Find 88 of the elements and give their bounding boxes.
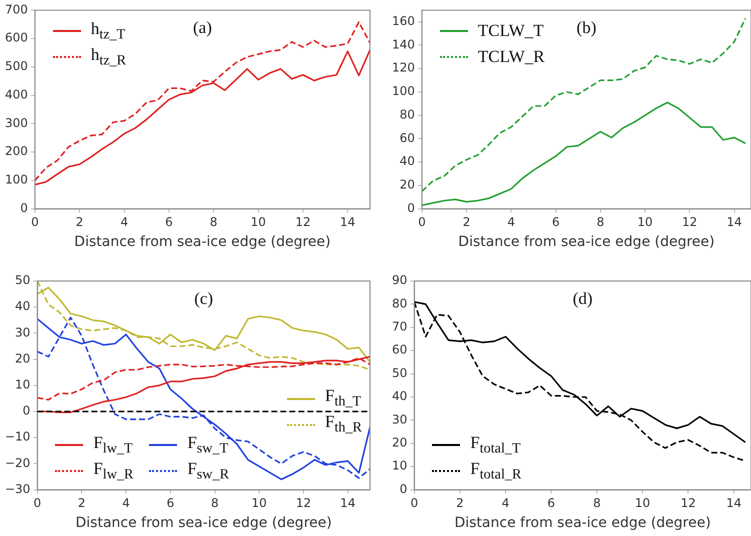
y-tick-label: 500 <box>5 59 28 74</box>
x-tick-label: 4 <box>502 496 510 510</box>
x-tick-label: 0 <box>34 496 42 510</box>
legend-label: F$_{sw_T}$ <box>187 432 228 457</box>
x-tick-label: 12 <box>680 496 696 510</box>
y-tick-label: 70 <box>392 320 408 334</box>
legend-label: TCLW_T <box>478 21 544 42</box>
y-tick-label: 50 <box>15 273 30 288</box>
x-tick-label: 4 <box>507 215 515 230</box>
y-tick-label: −30 <box>4 482 30 496</box>
y-tick-label: 20 <box>392 436 408 450</box>
y-tick-label: 30 <box>15 325 30 340</box>
y-tick-label: 0 <box>400 482 408 496</box>
y-tick-label: 90 <box>392 273 408 288</box>
y-tick-label: 120 <box>392 60 415 75</box>
y-tick-label: 0 <box>20 200 28 215</box>
y-tick-label: 40 <box>392 389 408 404</box>
y-tick-label: 100 <box>5 172 28 187</box>
legend-label: F$_{lw_R}$ <box>93 458 134 483</box>
y-tick-label: 60 <box>400 130 415 145</box>
text: (b) <box>576 18 596 38</box>
x-tick-label: 8 <box>210 496 219 510</box>
x-tick-label: 10 <box>251 496 267 510</box>
text: (a) <box>193 18 212 38</box>
legend-label: F$_{total_R}$ <box>470 458 522 483</box>
y-tick-label: 600 <box>5 30 28 45</box>
legend-label: h$_{tz_T}$ <box>90 18 126 44</box>
text: (c) <box>194 288 214 308</box>
x-tick-label: 10 <box>634 496 650 510</box>
x-tick-label: 14 <box>340 215 356 230</box>
y-tick-label: 160 <box>392 14 415 28</box>
x-axis-title: Distance from sea-ice edge (degree) <box>76 515 332 532</box>
y-tick-label: −10 <box>4 430 30 444</box>
y-tick-label: 140 <box>392 37 415 52</box>
y-tick-label: 300 <box>5 116 28 130</box>
y-tick-label: −20 <box>4 456 30 470</box>
x-tick-label: 2 <box>76 215 84 230</box>
y-tick-label: 10 <box>392 458 408 473</box>
y-tick-label: 200 <box>5 144 28 158</box>
x-tick-label: 6 <box>166 496 174 510</box>
x-tick-label: 2 <box>78 496 86 510</box>
legend-label: h$_{tz_R}$ <box>90 44 126 70</box>
y-tick-label: 0 <box>22 404 30 418</box>
x-tick-label: 4 <box>122 496 130 510</box>
x-tick-label: 10 <box>250 215 266 230</box>
y-tick-label: 60 <box>392 342 408 357</box>
x-tick-label: 6 <box>165 215 173 230</box>
y-tick-label: 40 <box>400 154 415 168</box>
x-tick-label: 12 <box>682 215 698 230</box>
x-axis-title: Distance from sea-ice edge (degree) <box>74 234 331 250</box>
x-tick-label: 12 <box>295 215 311 230</box>
y-tick-label: 30 <box>392 412 408 426</box>
text: (d) <box>572 288 593 308</box>
y-tick-label: 20 <box>400 178 415 192</box>
y-tick-label: 20 <box>15 351 30 366</box>
x-tick-label: 8 <box>596 215 604 230</box>
y-tick-label: 80 <box>392 296 408 310</box>
x-tick-label: 14 <box>340 496 356 510</box>
legend-label: F$_{total_T}$ <box>470 432 521 457</box>
x-tick-label: 10 <box>637 215 653 230</box>
x-tick-label: 14 <box>726 496 742 510</box>
y-tick-label: 700 <box>5 2 28 16</box>
y-tick-label: 400 <box>5 87 28 102</box>
legend-label: F$_{th_R}$ <box>325 412 362 437</box>
x-axis-title: Distance from sea-ice edge (degree) <box>454 515 711 532</box>
y-tick-label: 10 <box>15 378 30 392</box>
x-tick-label: 8 <box>593 496 601 510</box>
y-tick-label: 100 <box>392 84 415 98</box>
x-tick-label: 4 <box>120 215 128 230</box>
x-tick-label: 14 <box>726 215 742 230</box>
legend-label: F$_{th_T}$ <box>325 386 362 411</box>
y-tick-label: 50 <box>392 366 408 380</box>
x-tick-label: 8 <box>210 215 218 230</box>
legend-label: TCLW_R <box>478 47 545 68</box>
x-tick-label: 6 <box>547 496 556 510</box>
x-tick-label: 2 <box>462 215 470 230</box>
line-series <box>422 18 746 192</box>
legend-label: F$_{sw_R}$ <box>187 458 230 483</box>
x-tick-label: 2 <box>456 496 464 510</box>
y-tick-label: 0 <box>407 200 415 215</box>
y-tick-label: 80 <box>400 107 415 122</box>
x-tick-label: 0 <box>418 215 426 230</box>
x-tick-label: 12 <box>296 496 312 510</box>
x-axis-title: Distance from sea-ice edge (degree) <box>458 234 715 250</box>
legend-label: F$_{lw_T}$ <box>93 432 133 457</box>
x-tick-label: 6 <box>552 215 560 230</box>
line-series <box>34 21 370 182</box>
y-tick-label: 40 <box>15 299 30 314</box>
